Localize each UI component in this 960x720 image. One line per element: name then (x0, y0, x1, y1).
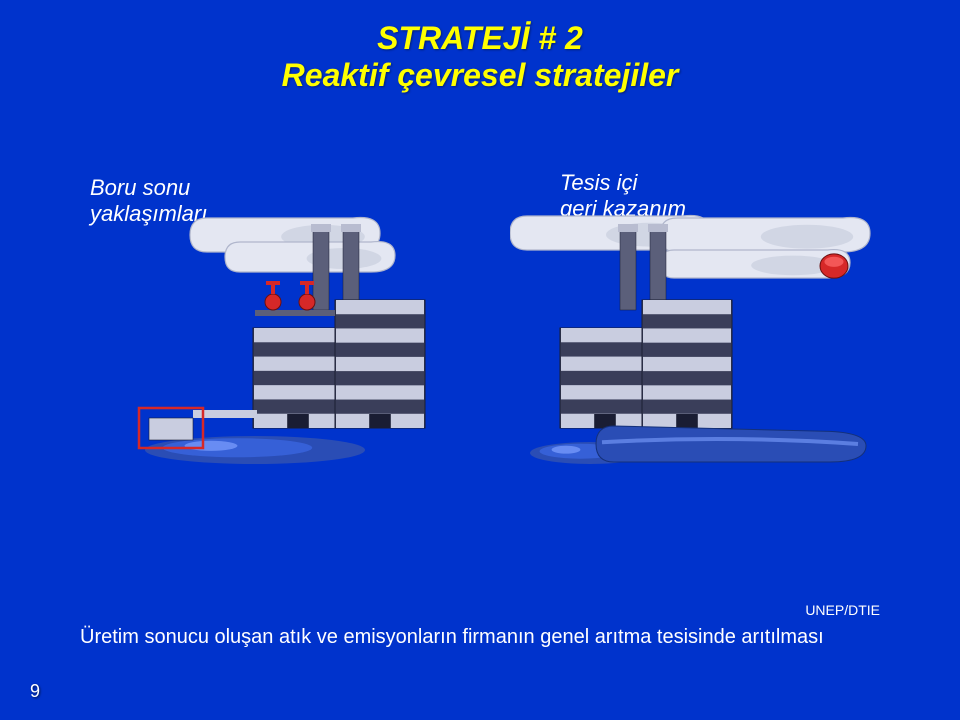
caption-block: UNEP/DTIE Üretim sonucu oluşan atık ve e… (80, 602, 880, 651)
caption-text: Üretim sonucu oluşan atık ve emisyonları… (80, 625, 880, 650)
credit-text: UNEP/DTIE (80, 602, 880, 620)
factory-right-illustration (510, 210, 880, 470)
title-line-1: STRATEJİ # 2 (377, 20, 583, 56)
factory-left-illustration (135, 210, 465, 470)
label-right-l1: Tesis içi (560, 170, 637, 195)
page-number: 9 (30, 681, 40, 702)
label-left-l1: Boru sonu (90, 175, 190, 200)
title-line-2: Reaktif çevresel stratejiler (282, 57, 679, 93)
slide-title: STRATEJİ # 2 Reaktif çevresel stratejile… (0, 20, 960, 94)
